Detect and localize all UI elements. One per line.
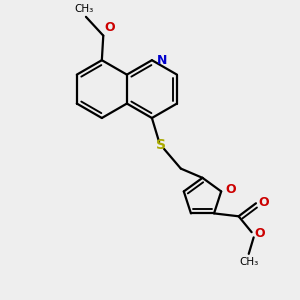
Text: O: O bbox=[258, 196, 269, 209]
Text: CH₃: CH₃ bbox=[239, 257, 258, 267]
Text: O: O bbox=[254, 227, 265, 240]
Text: O: O bbox=[226, 184, 236, 196]
Text: O: O bbox=[105, 21, 116, 34]
Text: N: N bbox=[157, 54, 167, 67]
Text: S: S bbox=[156, 139, 166, 152]
Text: CH₃: CH₃ bbox=[75, 4, 94, 14]
